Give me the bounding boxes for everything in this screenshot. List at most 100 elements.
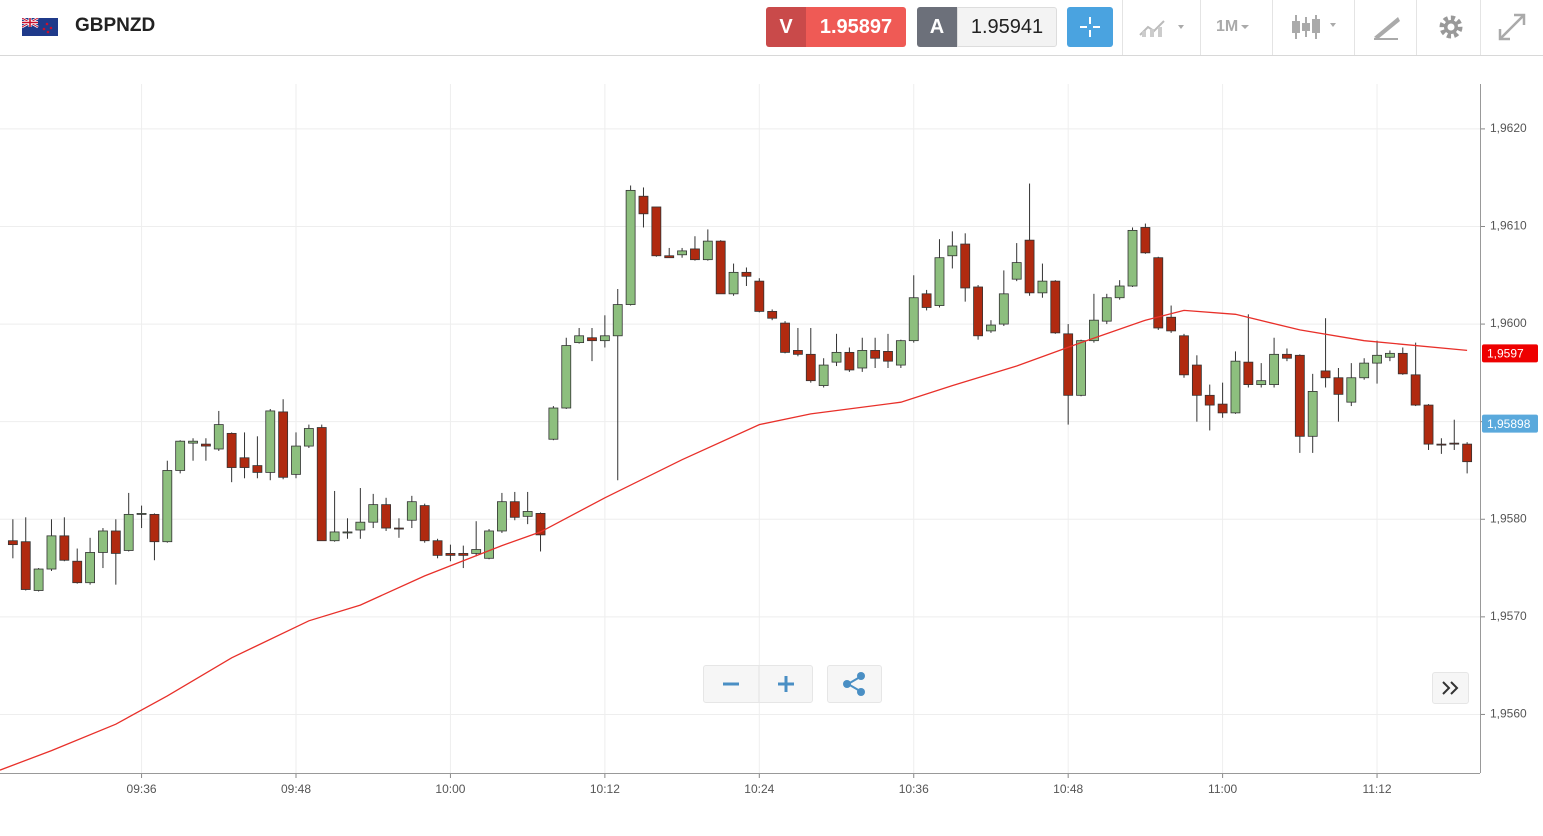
candle	[46, 519, 57, 571]
candle	[638, 187, 649, 228]
timeframe: 1M	[1216, 18, 1239, 35]
candle	[1410, 342, 1421, 407]
candle-button[interactable]	[1290, 10, 1344, 44]
candle	[973, 285, 983, 340]
candle-body	[1127, 229, 1138, 287]
candle-body	[870, 350, 881, 359]
scroll-right-button[interactable]	[1432, 672, 1469, 704]
candle	[587, 327, 597, 362]
candle	[1037, 263, 1048, 298]
candle	[1333, 367, 1344, 422]
candle	[612, 288, 623, 481]
candle-body	[612, 304, 623, 337]
candle-body	[947, 245, 958, 257]
candle-icon	[1292, 15, 1336, 39]
candle-body	[20, 541, 31, 590]
candle-body	[213, 424, 224, 450]
candle-body	[805, 353, 816, 382]
candle-body	[561, 345, 572, 409]
candle-body	[1269, 353, 1279, 385]
candle	[870, 337, 881, 368]
candle-body	[1397, 352, 1408, 375]
candle	[484, 529, 494, 560]
candle-body	[1011, 262, 1022, 280]
candle	[1397, 347, 1408, 375]
x-tick-label: 10:00	[435, 782, 465, 796]
y-tick-label: 1,9600	[1490, 316, 1527, 330]
price-tag	[1482, 414, 1538, 433]
candle-body	[188, 440, 198, 444]
candle-body	[548, 407, 559, 440]
y-tick-label: 1,9610	[1490, 219, 1527, 233]
x-tick-label: 10:36	[899, 782, 929, 796]
candle	[1269, 337, 1279, 388]
buy-price[interactable]: 1.95941	[957, 7, 1057, 47]
candle-body	[1449, 442, 1460, 445]
candle-body	[509, 501, 520, 518]
candle	[908, 275, 919, 343]
candle	[805, 327, 816, 383]
candle-body	[702, 240, 713, 261]
candle	[1114, 280, 1125, 300]
candle	[1320, 318, 1331, 388]
candle	[1179, 333, 1189, 378]
candle-body	[432, 540, 443, 556]
fullscreen-button[interactable]	[1496, 10, 1528, 44]
candle-body	[1359, 362, 1370, 379]
candle-body	[1256, 380, 1267, 385]
candle	[960, 233, 971, 302]
flag	[22, 18, 58, 36]
candle-body	[239, 457, 250, 468]
candle	[252, 436, 263, 479]
candle-body	[381, 504, 391, 529]
candle-body	[59, 535, 70, 561]
crosshair-button[interactable]	[1067, 7, 1113, 47]
candle	[201, 438, 211, 461]
candle	[818, 358, 829, 388]
candle	[857, 337, 868, 372]
candle	[381, 497, 391, 531]
sell-label[interactable]: V	[766, 7, 806, 47]
candle	[1359, 358, 1370, 380]
candle	[1436, 438, 1447, 454]
candle-body	[1024, 239, 1035, 294]
candle-body	[110, 530, 121, 554]
candle-body	[831, 351, 842, 363]
buy-label[interactable]: A	[917, 7, 957, 47]
candle-body	[394, 527, 404, 530]
settings-button[interactable]	[1436, 10, 1466, 44]
candle-body	[1346, 377, 1357, 403]
x-tick-label: 10:12	[590, 782, 620, 796]
candle-body	[1320, 370, 1331, 379]
candle-body	[7, 540, 18, 546]
line-icon	[1139, 20, 1184, 37]
candle-body	[998, 293, 1009, 325]
candle	[986, 320, 996, 333]
candle-body	[793, 350, 803, 355]
candle	[123, 492, 134, 552]
draw-button[interactable]	[1372, 10, 1402, 44]
candle-body	[883, 351, 893, 362]
candle	[561, 337, 572, 409]
candle-body	[278, 411, 289, 478]
timeframe-button[interactable]: 1M	[1216, 10, 1252, 44]
x-tick-label: 11:12	[1362, 782, 1391, 796]
candle-body	[98, 530, 108, 553]
candle-body	[85, 552, 95, 584]
candle	[20, 517, 31, 591]
candle	[1089, 293, 1099, 343]
candle	[316, 424, 327, 542]
candle	[1449, 419, 1460, 450]
share-button[interactable]	[827, 665, 882, 703]
candle	[265, 408, 276, 481]
candle-body	[767, 310, 778, 319]
chart-type-button[interactable]	[1138, 10, 1192, 44]
candle-body	[458, 553, 469, 556]
sell-price[interactable]: 1.95897	[806, 7, 906, 47]
candle-body	[316, 427, 327, 542]
x-tick-label: 10:48	[1053, 782, 1083, 796]
candle-body	[497, 501, 507, 532]
candle	[715, 240, 726, 295]
candle-body	[651, 206, 662, 257]
candle	[574, 327, 585, 344]
